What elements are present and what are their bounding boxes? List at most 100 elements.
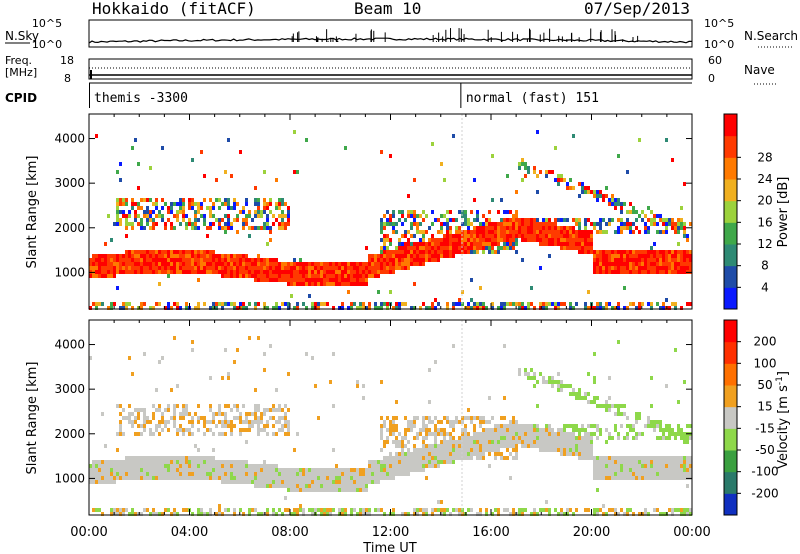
heatmap-cell bbox=[644, 258, 647, 262]
heatmap-cell bbox=[686, 472, 689, 476]
heatmap-cell bbox=[182, 258, 185, 262]
heatmap-cell bbox=[230, 472, 233, 476]
heatmap-cell bbox=[506, 222, 509, 226]
heatmap-cell bbox=[179, 424, 182, 428]
heatmap-cell bbox=[602, 476, 605, 480]
heatmap-cell bbox=[119, 222, 122, 226]
heatmap-cell bbox=[284, 420, 287, 424]
heatmap-cell bbox=[668, 270, 671, 274]
heatmap-cell bbox=[134, 460, 137, 464]
heatmap-cell bbox=[383, 214, 386, 218]
heatmap-cell bbox=[434, 440, 437, 444]
heatmap-cell bbox=[536, 436, 539, 440]
heatmap-cell bbox=[407, 460, 410, 464]
heatmap-cell bbox=[572, 226, 575, 230]
heatmap-cell bbox=[641, 464, 644, 468]
heatmap-cell bbox=[347, 270, 350, 274]
heatmap-cell bbox=[521, 424, 524, 428]
heatmap-cell bbox=[134, 476, 137, 480]
heatmap-cell bbox=[470, 508, 473, 512]
heatmap-cell bbox=[311, 508, 314, 512]
heatmap-cell bbox=[614, 464, 617, 468]
heatmap-cell bbox=[200, 254, 203, 258]
heatmap-cell bbox=[89, 468, 92, 472]
heatmap-cell bbox=[515, 250, 518, 254]
heatmap-cell bbox=[149, 306, 152, 310]
heatmap-cell bbox=[572, 186, 575, 190]
heatmap-cell bbox=[413, 234, 416, 238]
heatmap-cell bbox=[575, 234, 578, 238]
heatmap-cell bbox=[689, 460, 692, 464]
heatmap-cell bbox=[647, 226, 650, 230]
heatmap-cell bbox=[416, 436, 419, 440]
heatmap-cell bbox=[578, 452, 581, 456]
heatmap-cell bbox=[455, 508, 458, 512]
heatmap-cell bbox=[500, 436, 503, 440]
heatmap-cell bbox=[410, 222, 413, 226]
heatmap-cell bbox=[683, 436, 686, 440]
heatmap-cell bbox=[602, 194, 605, 198]
heatmap-cell bbox=[542, 444, 545, 448]
heatmap-cell bbox=[659, 428, 662, 432]
heatmap-cell bbox=[464, 440, 467, 444]
heatmap-cell bbox=[191, 424, 194, 428]
heatmap-cell bbox=[422, 460, 425, 464]
heatmap-cell bbox=[626, 270, 629, 274]
heatmap-cell bbox=[389, 428, 392, 432]
heatmap-cell bbox=[647, 218, 650, 222]
heatmap-cell bbox=[425, 432, 428, 436]
heatmap-cell bbox=[641, 476, 644, 480]
heatmap-cell bbox=[467, 436, 470, 440]
heatmap-cell bbox=[443, 436, 446, 440]
heatmap-cell bbox=[644, 254, 647, 258]
heatmap-cell bbox=[215, 218, 218, 222]
heatmap-cell bbox=[347, 262, 350, 266]
heatmap-cell bbox=[344, 472, 347, 476]
heatmap-cell bbox=[263, 210, 266, 214]
heatmap-cell bbox=[551, 226, 554, 230]
heatmap-cell bbox=[209, 456, 212, 460]
heatmap-cell bbox=[527, 302, 530, 306]
heatmap-cell bbox=[350, 302, 353, 306]
heatmap-cell bbox=[143, 460, 146, 464]
heatmap-cell bbox=[536, 230, 539, 234]
heatmap-cell bbox=[527, 444, 530, 448]
heatmap-cell bbox=[173, 508, 176, 512]
heatmap-cell bbox=[677, 250, 680, 254]
heatmap-cell bbox=[443, 432, 446, 436]
heatmap-cell bbox=[509, 512, 512, 516]
heatmap-cell bbox=[389, 258, 392, 262]
heatmap-cell bbox=[635, 456, 638, 460]
heatmap-cell bbox=[383, 424, 386, 428]
heatmap-cell bbox=[275, 278, 278, 282]
heatmap-cell bbox=[536, 432, 539, 436]
heatmap-cell bbox=[512, 432, 515, 436]
heatmap-cell bbox=[602, 230, 605, 234]
heatmap-cell bbox=[614, 508, 617, 512]
heatmap-cell bbox=[596, 424, 599, 428]
heatmap-cell bbox=[437, 420, 440, 424]
heatmap-cell bbox=[266, 512, 269, 516]
heatmap-cell bbox=[263, 270, 266, 274]
heatmap-cell bbox=[419, 460, 422, 464]
heatmap-cell bbox=[128, 302, 131, 306]
heatmap-cell bbox=[419, 230, 422, 234]
heatmap-cell bbox=[398, 440, 401, 444]
heatmap-cell bbox=[650, 460, 653, 464]
heatmap-cell bbox=[434, 460, 437, 464]
heatmap-cell bbox=[689, 250, 692, 254]
heatmap-cell bbox=[296, 472, 299, 476]
heatmap-cell bbox=[137, 424, 140, 428]
heatmap-cell bbox=[452, 444, 455, 448]
heatmap-cell bbox=[569, 246, 572, 250]
heatmap-cell bbox=[404, 242, 407, 246]
heatmap-cell bbox=[557, 428, 560, 432]
heatmap-cell bbox=[392, 512, 395, 516]
heatmap-cell bbox=[587, 238, 590, 242]
heatmap-cell bbox=[578, 222, 581, 226]
heatmap-cell bbox=[215, 468, 218, 472]
heatmap-cell bbox=[599, 404, 602, 408]
heatmap-cell bbox=[590, 452, 593, 456]
heatmap-cell bbox=[395, 258, 398, 262]
heatmap-cell bbox=[476, 234, 479, 238]
